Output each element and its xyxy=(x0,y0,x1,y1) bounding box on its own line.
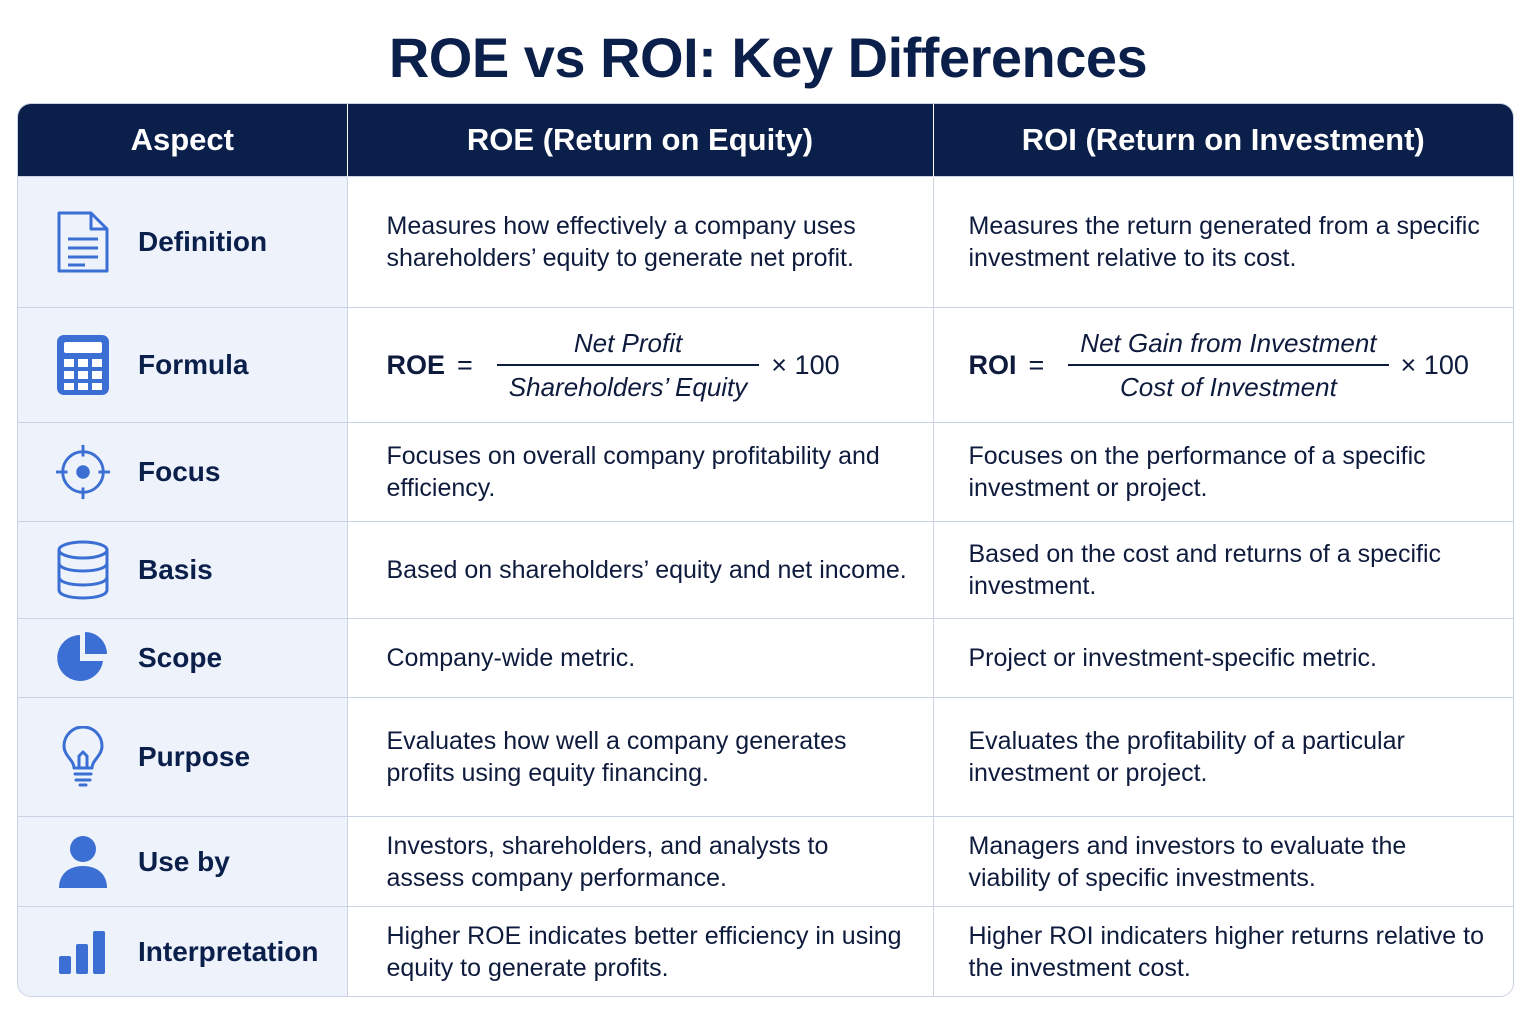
table-row: Scope Company-wide metric. Project or in… xyxy=(18,618,1513,698)
comparison-table: Aspect ROE (Return on Equity) ROI (Retur… xyxy=(17,103,1514,997)
formula-fraction: Net Gain from Investment Cost of Investm… xyxy=(1068,326,1389,404)
lightbulb-icon xyxy=(54,726,112,788)
roi-cell: Evaluates the profitability of a particu… xyxy=(933,697,1513,817)
database-icon xyxy=(54,539,112,601)
formula-lhs: ROI xyxy=(968,350,1017,380)
formula-equals: = xyxy=(1028,350,1045,380)
formula-denominator: Cost of Investment xyxy=(1120,371,1337,402)
table-row: Formula ROE = Net Profit Shareholders’ E… xyxy=(18,307,1513,423)
aspect-label: Formula xyxy=(138,349,249,380)
formula-lhs: ROE xyxy=(386,350,446,380)
roe-cell: Company-wide metric. xyxy=(347,618,934,698)
aspect-label: Purpose xyxy=(138,741,251,772)
pie-chart-icon xyxy=(54,627,112,689)
aspect-cell: Formula xyxy=(18,307,348,423)
aspect-label: Interpretation xyxy=(138,935,319,967)
table-row: Purpose Evaluates how well a company gen… xyxy=(18,697,1513,817)
aspect-cell: Purpose xyxy=(18,697,348,817)
document-icon xyxy=(54,211,112,273)
user-icon xyxy=(54,831,112,893)
roe-cell: Measures how effectively a company uses … xyxy=(347,176,934,308)
formula-multiplier: × 100 xyxy=(1400,350,1469,380)
calculator-icon xyxy=(54,334,112,396)
roi-formula-cell: ROI = Net Gain from Investment Cost of I… xyxy=(933,307,1513,423)
aspect-cell: Definition xyxy=(18,176,348,308)
table-header-row: Aspect ROE (Return on Equity) ROI (Retur… xyxy=(18,104,1513,177)
table-row: Focus Focuses on overall company profita… xyxy=(18,422,1513,522)
aspect-cell: Basis xyxy=(18,521,348,619)
roi-cell: Managers and investors to evaluate the v… xyxy=(933,816,1513,907)
bar-chart-icon xyxy=(54,921,112,983)
roi-cell: Project or investment-specific metric. xyxy=(933,618,1513,698)
roe-cell: Investors, shareholders, and analysts to… xyxy=(347,816,934,907)
roi-cell: Based on the cost and returns of a speci… xyxy=(933,521,1513,619)
roi-cell: Focuses on the performance of a specific… xyxy=(933,422,1513,522)
formula-numerator: Net Gain from Investment xyxy=(1080,328,1377,359)
table-row: Interpretation Higher ROE indicates bett… xyxy=(18,906,1513,996)
header-roe: ROE (Return on Equity) xyxy=(347,104,934,177)
aspect-cell: Focus xyxy=(18,422,348,522)
aspect-label: Focus xyxy=(138,456,221,487)
roe-cell: Based on shareholders’ equity and net in… xyxy=(347,521,934,619)
aspect-label: Definition xyxy=(138,226,268,257)
roe-formula-cell: ROE = Net Profit Shareholders’ Equity × … xyxy=(347,307,934,423)
aspect-cell: Interpretation xyxy=(18,906,348,996)
aspect-label: Scope xyxy=(138,642,223,673)
fraction-bar xyxy=(496,364,760,366)
target-icon xyxy=(54,441,112,503)
aspect-label: Basis xyxy=(138,554,213,585)
formula-multiplier: × 100 xyxy=(771,350,840,380)
formula-numerator: Net Profit xyxy=(573,328,683,359)
table-row: Definition Measures how effectively a co… xyxy=(18,176,1513,308)
roi-cell: Measures the return generated from a spe… xyxy=(933,176,1513,308)
fraction-bar xyxy=(1068,364,1389,366)
formula-denominator: Shareholders’ Equity xyxy=(508,371,748,402)
roe-cell: Higher ROE indicates better efficiency i… xyxy=(347,906,934,996)
page-title: ROE vs ROI: Key Differences xyxy=(388,26,1148,89)
aspect-cell: Use by xyxy=(18,816,348,907)
aspect-cell: Scope xyxy=(18,618,348,698)
header-roi: ROI (Return on Investment) xyxy=(933,104,1513,177)
header-aspect: Aspect xyxy=(18,104,348,177)
roe-cell: Evaluates how well a company generates p… xyxy=(347,697,934,817)
table-row: Basis Based on shareholders’ equity and … xyxy=(18,521,1513,619)
formula-equals: = xyxy=(457,350,473,380)
table-row: Use by Investors, shareholders, and anal… xyxy=(18,816,1513,907)
roe-cell: Focuses on overall company profitability… xyxy=(347,422,934,522)
formula-fraction: Net Profit Shareholders’ Equity xyxy=(496,326,760,404)
roi-cell: Higher ROI indicaters higher returns rel… xyxy=(933,906,1513,996)
aspect-label: Use by xyxy=(138,845,230,877)
